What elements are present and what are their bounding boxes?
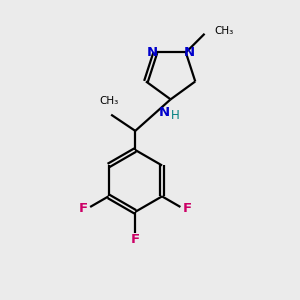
Text: H: H — [171, 109, 180, 122]
Text: CH₃: CH₃ — [214, 26, 233, 36]
Text: F: F — [131, 233, 140, 246]
Text: N: N — [146, 46, 158, 59]
Text: N: N — [159, 106, 170, 119]
Text: N: N — [184, 46, 195, 59]
Text: F: F — [79, 202, 88, 215]
Text: F: F — [182, 202, 191, 215]
Text: CH₃: CH₃ — [99, 96, 119, 106]
